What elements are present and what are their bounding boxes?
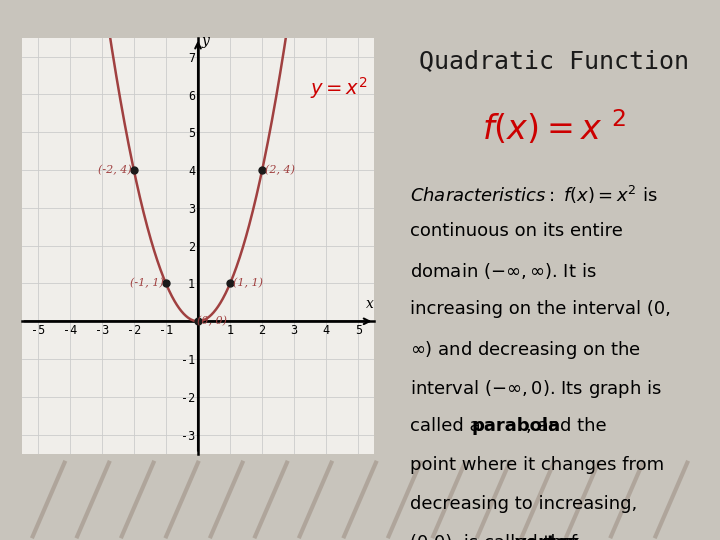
Text: parabola: parabola: [472, 417, 561, 435]
Text: (-2, 4): (-2, 4): [98, 165, 132, 176]
Text: decreasing to increasing,: decreasing to increasing,: [410, 495, 638, 512]
Text: x: x: [366, 297, 374, 311]
Text: , and the: , and the: [526, 417, 606, 435]
Text: domain $(-\infty, \infty)$. It is: domain $(-\infty, \infty)$. It is: [410, 261, 597, 281]
Text: called a: called a: [410, 417, 487, 435]
Text: (-1, 1): (-1, 1): [130, 278, 163, 289]
Text: continuous on its entire: continuous on its entire: [410, 222, 624, 240]
Text: $y = x^2$: $y = x^2$: [310, 75, 368, 100]
Text: interval $(-\infty, 0)$. Its graph is: interval $(-\infty, 0)$. Its graph is: [410, 378, 662, 400]
Text: (0,0), is called the: (0,0), is called the: [410, 534, 579, 540]
Text: y: y: [201, 35, 209, 49]
Text: vertex: vertex: [515, 534, 580, 540]
Text: increasing on the interval (0,: increasing on the interval (0,: [410, 300, 671, 318]
Text: (2, 4): (2, 4): [265, 165, 294, 176]
Text: of: of: [554, 534, 577, 540]
Text: $f(x) = x\ ^{2}$: $f(x) = x\ ^{2}$: [482, 108, 626, 147]
Text: point where it changes from: point where it changes from: [410, 456, 665, 474]
Text: (1, 1): (1, 1): [233, 278, 263, 289]
Text: Quadratic Function: Quadratic Function: [419, 49, 690, 72]
Text: (0, 0): (0, 0): [197, 316, 228, 327]
Text: $\mathbf{\mathit{Characteristics:}}$ $f(x)=x^2$ is: $\mathbf{\mathit{Characteristics:}}$ $f(…: [410, 184, 658, 206]
Text: $\infty$) and decreasing on the: $\infty$) and decreasing on the: [410, 339, 642, 361]
